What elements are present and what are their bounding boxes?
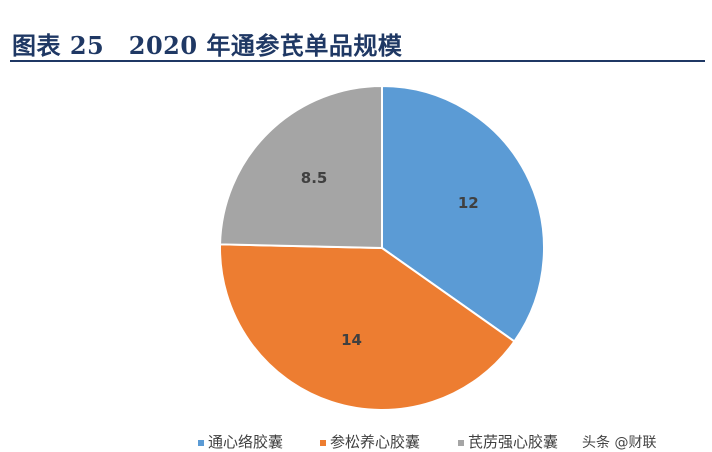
pie-slice-qiliqiangxin [219,84,383,250]
legend-swatch-tongxinluo [198,440,204,446]
chart-legend: 通心络胶囊 参松养心胶囊 芪苈强心胶囊 [0,432,712,452]
pie-slice-tongxinluo [381,84,545,343]
pie-chart: 12 14 8.5 [219,84,545,411]
pie-slice-shensongyangxin [219,243,516,411]
data-label-qiliqiangxin: 8.5 [301,169,328,187]
title-divider [10,60,705,62]
legend-swatch-qiliqiangxin [458,440,464,446]
chart-header: 图表 25 2020 年通参芪单品规模 [0,0,712,66]
legend-label-qiliqiangxin: 芪苈强心胶囊 [468,433,559,451]
watermark: 头条 @财联 [582,435,657,451]
data-label-shensongyangxin: 14 [341,331,362,349]
legend-swatch-shensongyangxin [320,440,326,446]
legend-label-shensongyangxin: 参松养心胶囊 [330,433,421,451]
page-title: 图表 25 2020 年通参芪单品规模 [12,31,403,60]
chart-area: 12 14 8.5 [0,66,712,452]
legend-label-tongxinluo: 通心络胶囊 [208,433,284,451]
data-label-tongxinluo: 12 [458,194,479,212]
